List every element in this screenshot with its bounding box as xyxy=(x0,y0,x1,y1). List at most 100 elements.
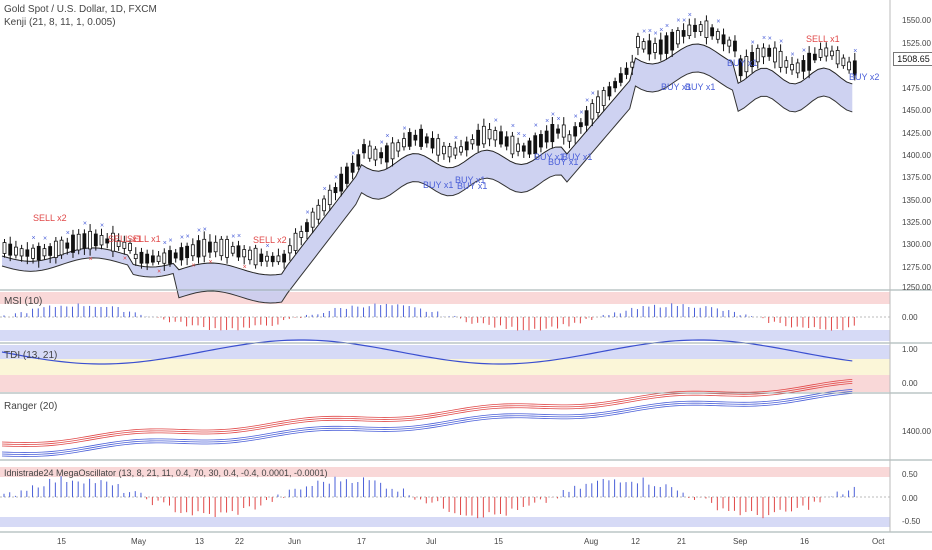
ichimoku-cloud xyxy=(2,44,853,303)
candle xyxy=(379,152,384,159)
candle xyxy=(835,50,840,65)
signal-cross: × xyxy=(203,226,207,233)
candle xyxy=(436,138,441,156)
candle xyxy=(773,47,777,63)
mega-axis-tick: 0.00 xyxy=(902,494,918,503)
msi-pane[interactable] xyxy=(0,303,890,331)
mega-axis-tick: -0.50 xyxy=(902,517,921,526)
candle xyxy=(459,146,463,153)
candle xyxy=(630,61,635,68)
signal-cross: × xyxy=(494,118,498,125)
candle xyxy=(168,250,172,264)
candle xyxy=(8,243,13,256)
ranger-upper-line xyxy=(1,383,853,447)
signal-cross: × xyxy=(243,264,247,271)
candle xyxy=(287,245,292,254)
candle xyxy=(807,52,812,71)
price-pane[interactable]: × ×××××××× × × ××× ××× ×××××××××××××× ××××× ××××… xyxy=(1,12,857,304)
candle xyxy=(721,34,726,45)
date-tick: Jul xyxy=(426,537,437,546)
candle xyxy=(790,64,794,71)
candle xyxy=(613,81,618,89)
ranger-lower-line xyxy=(1,391,853,455)
candle xyxy=(464,141,469,151)
candle xyxy=(128,242,132,251)
candle xyxy=(105,238,110,244)
candle xyxy=(145,253,150,264)
price-tick: 1375.00 xyxy=(902,173,931,182)
candle xyxy=(561,124,566,138)
candle xyxy=(42,248,47,257)
candle xyxy=(247,249,252,261)
price-tick: 1475.00 xyxy=(902,84,931,93)
signal-cross: × xyxy=(123,255,127,262)
signal-label: SELL x2 xyxy=(33,213,67,223)
chart-title: Gold Spot / U.S. Dollar, 1D, FXCM xyxy=(4,4,157,15)
signal-cross: × xyxy=(751,39,755,46)
signal-cross: × xyxy=(385,133,389,140)
candle xyxy=(122,241,127,249)
candle xyxy=(521,145,526,152)
tdi-axis-tick: 0.00 xyxy=(902,379,918,388)
candle xyxy=(784,60,789,68)
signal-cross: × xyxy=(522,133,526,140)
price-tick: 1300.00 xyxy=(902,240,931,249)
signal-cross: × xyxy=(579,110,583,117)
candle xyxy=(744,56,749,73)
signal-label: BUY x1 xyxy=(457,181,488,191)
signal-cross: × xyxy=(191,263,195,270)
signal-cross: × xyxy=(334,174,338,181)
candle xyxy=(396,142,401,152)
candle xyxy=(470,139,475,145)
date-tick: 22 xyxy=(235,537,244,546)
signal-cross: × xyxy=(323,186,327,193)
candle xyxy=(653,43,657,53)
signal-cross: × xyxy=(545,118,549,125)
tdi-pane[interactable] xyxy=(1,339,853,365)
candle xyxy=(544,130,549,143)
signal-cross: × xyxy=(642,29,646,36)
candle xyxy=(596,96,600,113)
signal-cross: × xyxy=(585,98,589,105)
candle xyxy=(150,255,155,263)
signal-label: BUY x1 xyxy=(685,82,716,92)
candle xyxy=(852,60,857,76)
candle xyxy=(670,31,675,51)
candle xyxy=(481,125,486,145)
candle xyxy=(356,154,361,167)
tdi-mid-band xyxy=(0,359,890,375)
candle xyxy=(65,242,70,249)
ranger-lower-line xyxy=(1,389,853,453)
baseline-lower xyxy=(1,71,853,304)
candle xyxy=(236,245,241,258)
signal-cross: × xyxy=(231,233,235,240)
candle xyxy=(173,252,178,259)
signal-cross: × xyxy=(762,35,766,42)
candle xyxy=(641,41,646,50)
date-tick: 21 xyxy=(677,537,686,546)
candle xyxy=(402,138,406,148)
candle xyxy=(499,131,503,145)
price-tick: 1550.00 xyxy=(902,16,931,25)
candle xyxy=(658,39,663,55)
candle xyxy=(270,255,275,263)
msi-overbought-band xyxy=(0,292,890,304)
ranger-axis-tick: 1400.00 xyxy=(902,427,931,436)
indicator-title: Kenji (21, 8, 11, 1, 0.005) xyxy=(4,17,116,28)
candle xyxy=(25,249,30,257)
signal-cross: × xyxy=(168,238,172,245)
candle xyxy=(93,233,98,247)
candle xyxy=(259,253,264,262)
candle xyxy=(99,235,104,246)
candle xyxy=(830,50,834,57)
signal-cross: × xyxy=(802,47,806,54)
candle xyxy=(636,36,640,48)
signal-label: BUY x1 xyxy=(534,152,565,162)
candle xyxy=(647,40,652,55)
candle xyxy=(384,145,389,163)
megaoscillator-pane[interactable] xyxy=(0,476,890,519)
candle xyxy=(88,230,92,250)
candle xyxy=(818,48,823,58)
price-tick: 1275.00 xyxy=(902,263,931,272)
